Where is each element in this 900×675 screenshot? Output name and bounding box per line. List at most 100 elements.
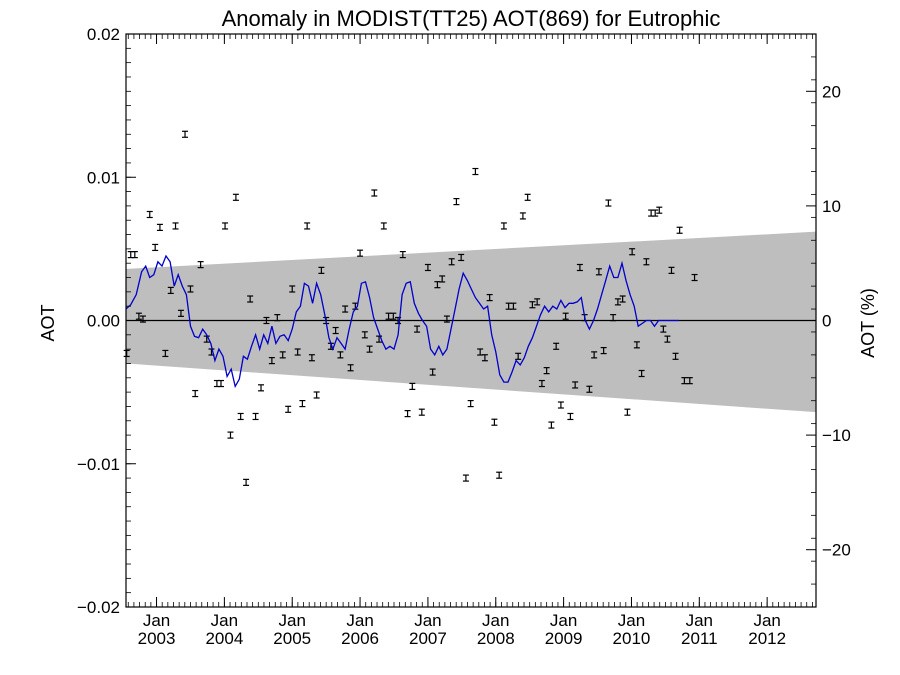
data-point <box>294 348 301 356</box>
x-tick-label-month: Jan <box>753 611 780 630</box>
x-tick-label-month: Jan <box>550 611 577 630</box>
data-point <box>491 418 498 426</box>
data-point <box>548 421 555 429</box>
data-point <box>633 341 640 349</box>
y-tick-label: 0.01 <box>87 168 120 187</box>
x-tick-label-year: 2009 <box>545 629 583 648</box>
x-tick-label-month: Jan <box>618 611 645 630</box>
data-point <box>313 391 320 399</box>
data-point <box>263 316 270 325</box>
data-point <box>217 379 224 388</box>
x-tick-label-month: Jan <box>346 611 373 630</box>
data-point <box>332 326 339 335</box>
x-tick-label-year: 2008 <box>477 629 515 648</box>
data-point <box>610 314 617 322</box>
data-point <box>648 209 655 217</box>
data-point <box>672 352 679 360</box>
data-point <box>361 331 368 339</box>
data-point <box>643 258 650 266</box>
data-point <box>135 312 142 320</box>
data-point <box>357 249 364 257</box>
plot-area: −0.02−0.010.000.010.02−20−1001020Jan2003… <box>77 25 851 648</box>
data-point <box>538 379 545 388</box>
data-point <box>429 368 436 376</box>
data-point <box>691 273 698 282</box>
y2-tick-label: 0 <box>822 312 831 331</box>
data-point <box>562 312 569 320</box>
data-point <box>500 222 507 230</box>
data-point <box>557 401 564 409</box>
data-point <box>152 243 159 252</box>
data-point <box>543 367 550 375</box>
data-point <box>366 345 373 353</box>
data-point <box>453 198 460 206</box>
data-point <box>638 369 645 378</box>
x-tick-label-year: 2011 <box>681 629 718 648</box>
data-point <box>131 251 138 259</box>
x-tick-label-year: 2006 <box>341 629 379 648</box>
data-point <box>237 412 244 421</box>
data-point <box>243 478 250 486</box>
data-point <box>213 379 220 388</box>
x-tick-label-year: 2007 <box>409 629 447 648</box>
data-point <box>227 431 234 439</box>
data-point <box>676 226 683 234</box>
y-tick-label: −0.01 <box>77 455 120 474</box>
data-point <box>222 222 229 230</box>
data-point <box>308 354 315 362</box>
data-point <box>414 325 421 333</box>
y-tick-label: −0.02 <box>77 598 120 617</box>
data-point <box>656 206 663 214</box>
y-tick-label: 0.02 <box>87 25 120 44</box>
data-point <box>304 222 311 230</box>
x-tick-label-month: Jan <box>211 611 238 630</box>
chart-title: Anomaly in MODIST(TT25) AOT(869) for Eut… <box>222 6 721 31</box>
data-point <box>652 209 659 217</box>
data-point <box>409 382 416 390</box>
data-point <box>187 285 194 293</box>
data-point <box>472 167 479 176</box>
data-point <box>424 263 431 272</box>
data-point <box>289 285 296 293</box>
data-point <box>247 295 254 303</box>
data-point <box>347 364 354 372</box>
y2-tick-label: −10 <box>822 426 851 445</box>
data-point <box>268 357 275 365</box>
data-point <box>139 315 146 323</box>
data-point <box>567 412 574 421</box>
data-point <box>458 253 465 262</box>
data-point <box>342 305 349 313</box>
data-point <box>167 286 174 295</box>
y2-axis-label: AOT (%) <box>858 288 878 358</box>
data-point <box>299 399 306 408</box>
data-point <box>404 410 411 418</box>
data-point <box>467 399 474 408</box>
data-point <box>462 474 469 482</box>
x-tick-label-month: Jan <box>414 611 441 630</box>
data-point <box>258 384 265 392</box>
data-point <box>614 298 621 306</box>
data-point <box>232 193 239 201</box>
data-point <box>285 405 292 413</box>
data-point <box>605 199 612 207</box>
data-point <box>600 346 607 355</box>
x-tick-label-month: Jan <box>143 611 170 630</box>
data-point <box>337 351 344 359</box>
data-point <box>443 315 450 323</box>
trend-band <box>126 231 816 413</box>
data-point <box>591 351 598 359</box>
data-point <box>524 193 531 201</box>
x-tick-label-year: 2004 <box>205 629 243 648</box>
data-point <box>418 408 425 416</box>
data-point <box>146 210 153 219</box>
data-point <box>681 377 688 385</box>
data-point <box>439 275 446 283</box>
data-point <box>318 266 325 274</box>
data-point <box>182 130 189 138</box>
data-point <box>486 293 493 302</box>
data-point <box>629 248 636 256</box>
x-tick-label-year: 2010 <box>613 629 651 648</box>
data-point <box>572 381 579 389</box>
x-tick-label-month: Jan <box>279 611 306 630</box>
y2-tick-label: −20 <box>822 541 851 560</box>
